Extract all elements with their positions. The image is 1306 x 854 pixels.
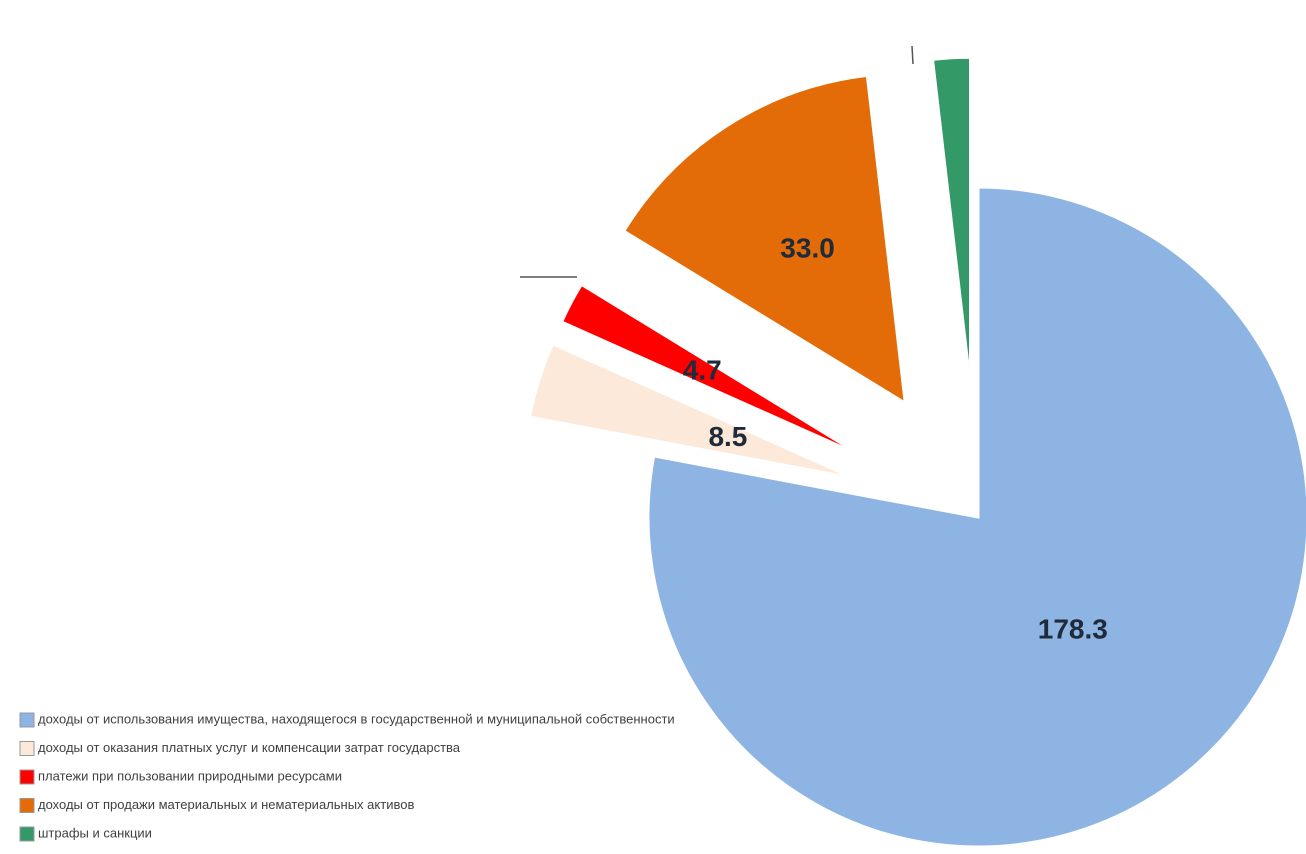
- legend-label: доходы от использования имущества, наход…: [38, 711, 675, 726]
- legend-label: доходы от продажи материальных и нематер…: [38, 797, 414, 812]
- value-label: 4.7: [683, 354, 722, 385]
- legend-label: штрафы и санкции: [38, 825, 152, 840]
- pie-slice: [621, 73, 908, 407]
- leader-line: [911, 45, 914, 65]
- legend-label: доходы от оказания платных услуг и компе…: [38, 740, 461, 755]
- legend-swatch: [19, 712, 35, 728]
- pie-slice: [930, 55, 973, 388]
- value-label: 178.3: [1038, 614, 1108, 645]
- value-label: 33.0: [780, 233, 835, 264]
- pie-slice: [646, 185, 1306, 849]
- legend-swatch: [19, 769, 35, 785]
- legend-swatch: [19, 798, 35, 813]
- value-label: 8.5: [708, 421, 747, 452]
- pie-slice: [559, 282, 864, 458]
- legend-swatch: [19, 741, 35, 756]
- legend-swatch: [19, 826, 35, 842]
- pie-slice: [527, 341, 855, 480]
- legend-label: платежи при пользовании природными ресур…: [38, 768, 342, 783]
